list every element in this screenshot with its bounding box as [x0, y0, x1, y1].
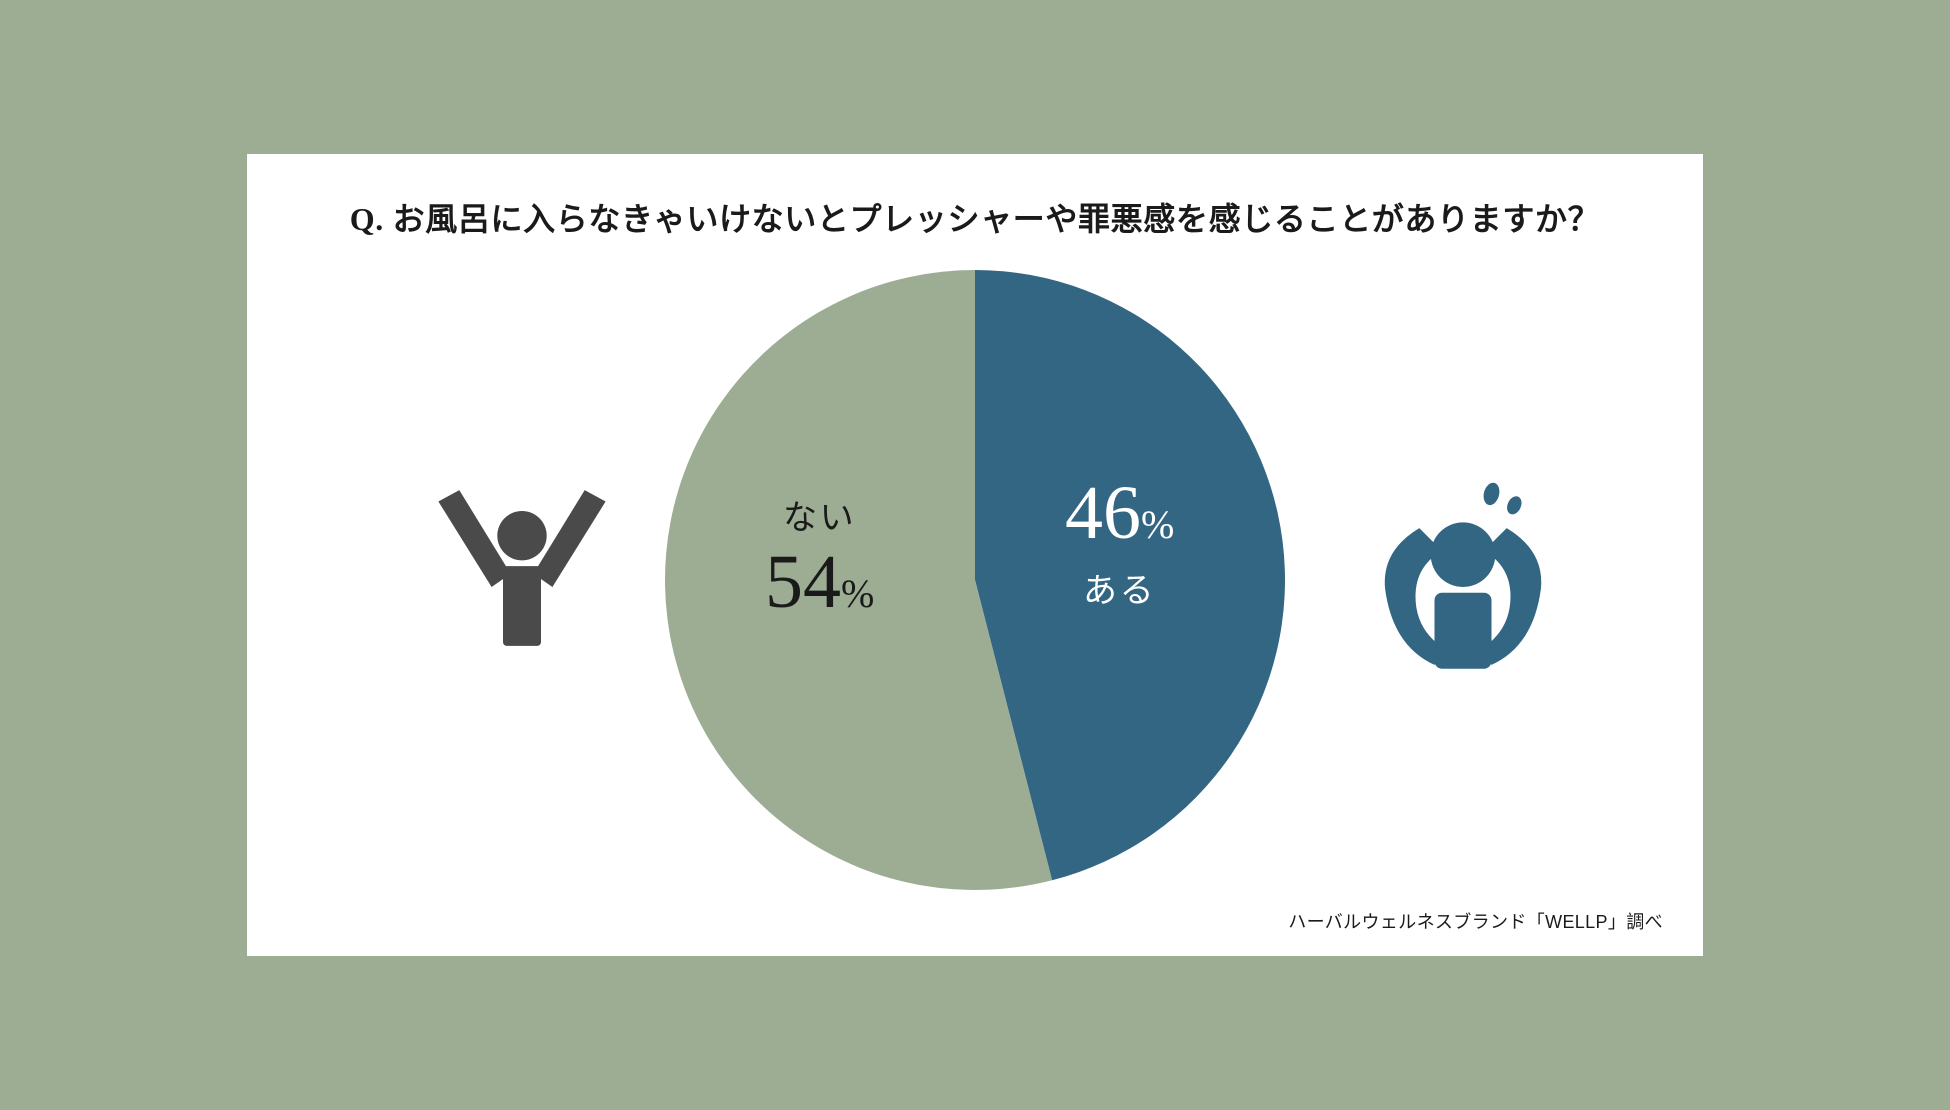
stressed-person-icon — [1353, 483, 1573, 678]
yes-value: 46 — [1065, 471, 1141, 555]
card: Q. お風呂に入らなきゃいけないとプレッシャーや罪悪感を感じることがありますか？ — [247, 154, 1703, 956]
no-value: 54 — [765, 540, 841, 624]
slice-label-yes: 46% ある — [1065, 470, 1174, 612]
slice-label-no: ない 54% — [765, 490, 874, 626]
survey-question: Q. お風呂に入らなきゃいけないとプレッシャーや罪悪感を感じることがありますか？ — [287, 194, 1663, 240]
happy-person-icon — [427, 483, 617, 678]
yes-pct-sign: % — [1141, 502, 1174, 547]
chart-area: 46% ある ない 54% — [287, 260, 1663, 900]
question-prefix: Q. — [350, 201, 384, 237]
no-pct-sign: % — [841, 571, 874, 616]
stressed-person-svg — [1353, 483, 1573, 673]
happy-person-svg — [427, 483, 617, 673]
outer-frame: Q. お風呂に入らなきゃいけないとプレッシャーや罪悪感を感じることがありますか？ — [227, 134, 1723, 976]
pie-chart: 46% ある ない 54% — [665, 270, 1285, 890]
no-label: ない — [765, 490, 874, 539]
pie-svg — [665, 270, 1285, 890]
footer-credit: ハーバルウェルネスブランド「WELLP」調べ — [1288, 908, 1663, 934]
yes-label: ある — [1065, 563, 1174, 612]
question-text: お風呂に入らなきゃいけないとプレッシャーや罪悪感を感じることがありますか？ — [393, 201, 1601, 237]
